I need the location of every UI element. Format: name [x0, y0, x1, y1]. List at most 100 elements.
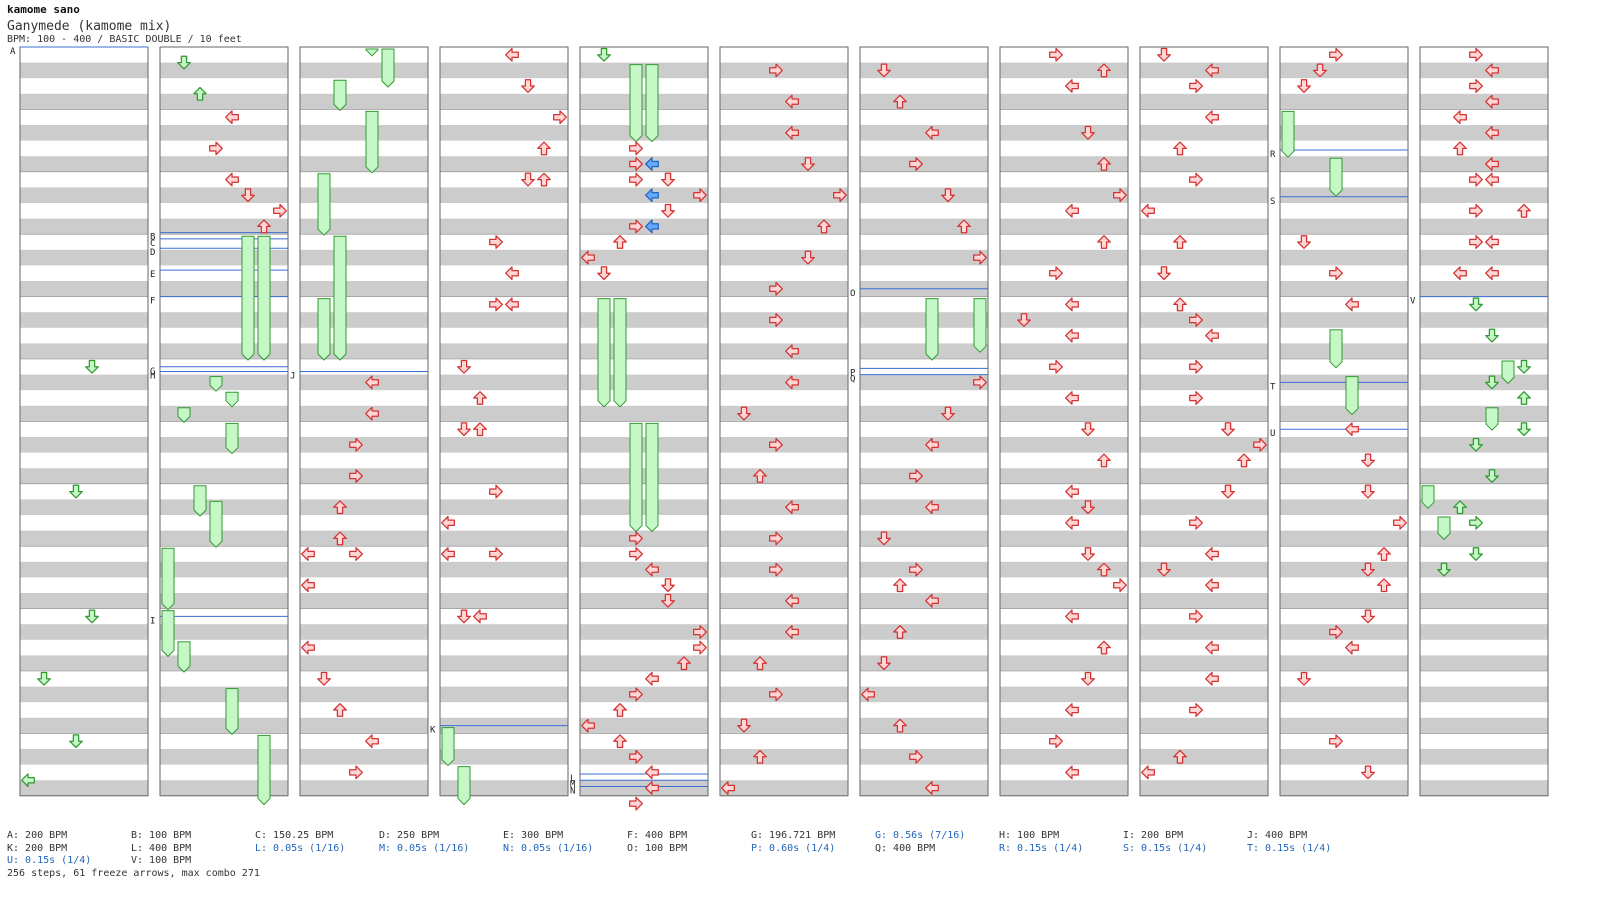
step-arrow [1157, 562, 1171, 577]
step-arrow [457, 609, 471, 624]
step-arrow [1361, 765, 1375, 780]
stripe [160, 93, 288, 110]
stripe [300, 93, 428, 110]
step-arrow [349, 547, 363, 561]
step-arrow [1113, 578, 1127, 593]
freeze-head-arrow [1469, 547, 1483, 561]
legend-column: B: 100 BPM L: 400 BPM V: 100 BPM [131, 830, 191, 868]
speed-marker-label: I [150, 616, 155, 626]
stripe [1140, 624, 1268, 640]
freeze-arrow [973, 298, 987, 353]
freeze-head-arrow [1517, 422, 1531, 437]
stripe [160, 624, 288, 640]
stripe [580, 593, 708, 609]
step-arrow [1065, 328, 1079, 343]
stripe [1140, 93, 1268, 110]
stripe [860, 655, 988, 671]
speed-marker-label: N [570, 786, 575, 796]
stripe [20, 249, 148, 266]
column-border [439, 46, 569, 797]
stripe [440, 343, 568, 359]
freeze-arrow [629, 422, 643, 533]
step-arrow [645, 781, 659, 795]
step-arrow [1017, 313, 1031, 327]
legend-entry: C: 150.25 BPM [255, 830, 334, 841]
column-border [159, 46, 289, 797]
step-arrow [909, 157, 923, 171]
stripe [20, 561, 148, 578]
stripe [1000, 499, 1128, 515]
stripe [1140, 468, 1268, 484]
stripe [720, 405, 848, 422]
step-arrow [553, 110, 567, 125]
speed-marker-label: D [150, 248, 155, 258]
step-arrow [785, 500, 799, 515]
stripe [860, 437, 988, 453]
stripe [720, 468, 848, 484]
stripe [160, 717, 288, 734]
step-arrow [785, 593, 799, 608]
stripe [1140, 125, 1268, 141]
step-arrow [1065, 297, 1079, 312]
shock-arrow [645, 219, 659, 234]
stripe [1280, 468, 1408, 484]
stripe [580, 93, 708, 110]
stripe [1000, 717, 1128, 734]
step-arrow [1205, 328, 1219, 343]
legend-column: H: 100 BPM R: 0.15s (1/4) [999, 830, 1083, 855]
stripe [580, 125, 708, 141]
column-border [1419, 46, 1549, 797]
stripe [1140, 717, 1268, 734]
song-title: Ganymede (kamome mix) [7, 19, 172, 34]
stripe [300, 312, 428, 328]
stripe [720, 374, 848, 391]
step-arrow [1221, 422, 1235, 437]
stripe [580, 343, 708, 359]
stripe [1140, 749, 1268, 765]
step-arrow [1329, 266, 1343, 281]
stripe [160, 281, 288, 297]
speed-marker-label: M [570, 780, 576, 790]
step-arrow [365, 406, 379, 421]
stripe [300, 125, 428, 141]
stripe [160, 530, 288, 547]
stripe [1140, 312, 1268, 328]
stripe [20, 312, 148, 328]
speed-marker-label: F [150, 297, 155, 307]
step-arrow [597, 266, 611, 281]
step-arrow [677, 656, 691, 671]
freeze-head-arrow [1485, 328, 1499, 343]
freeze-arrow [1485, 407, 1499, 431]
stripe [160, 343, 288, 359]
speed-marker-label: S [1270, 197, 1275, 207]
stripe [20, 593, 148, 609]
step-arrow [645, 562, 659, 577]
stripe [1000, 62, 1128, 79]
legend-column: D: 250 BPM M: 0.05s (1/16) [379, 830, 469, 855]
stripe [1420, 624, 1548, 640]
stripe [720, 312, 848, 328]
step-arrow [925, 781, 939, 795]
step-arrow [1049, 734, 1063, 749]
column-border [859, 46, 989, 797]
stripe [160, 125, 288, 141]
stripe [1140, 156, 1268, 172]
stripe [1000, 655, 1128, 671]
column-border [999, 46, 1129, 797]
freeze-head-arrow [1453, 500, 1467, 515]
stripe [440, 561, 568, 578]
shock-arrow [645, 157, 659, 171]
stripe [720, 218, 848, 235]
stripe [1000, 125, 1128, 141]
step-arrow [581, 250, 595, 265]
step-arrow [1377, 547, 1391, 561]
step-arrow [1485, 172, 1499, 187]
stripe [440, 468, 568, 484]
freeze-head-arrow [69, 484, 83, 499]
step-arrow [877, 63, 891, 78]
stripe [1420, 374, 1548, 391]
step-arrow [925, 593, 939, 608]
speed-marker-label: U [1270, 429, 1275, 439]
stripe [860, 62, 988, 79]
step-arrow [769, 687, 783, 702]
